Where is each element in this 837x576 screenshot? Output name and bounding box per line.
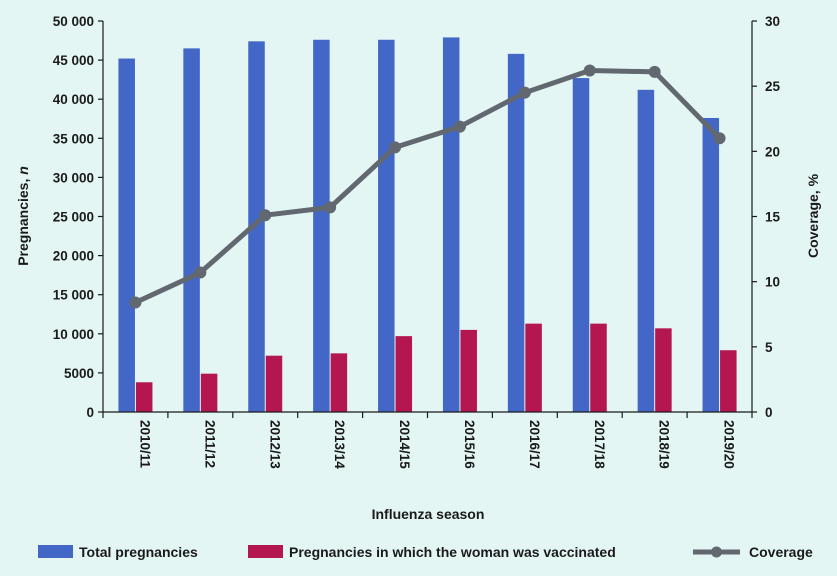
y-left-tick-label-6: 25 000 — [53, 210, 94, 225]
total-pregnancies-bar-2 — [183, 48, 200, 413]
y-right-tick-label-4: 15 — [765, 210, 781, 225]
y-right-tick-label-7: 30 — [765, 14, 780, 29]
vaccinated-pregnancies-bar-7 — [525, 323, 542, 412]
legend-swatch-vaccinated — [248, 545, 283, 558]
total-pregnancies-bar-10 — [702, 117, 720, 412]
y-axis-left-title-italic: n — [15, 166, 31, 175]
vaccinated-pregnancies-bars — [135, 323, 737, 412]
y-right-tick-label-6: 25 — [765, 79, 781, 94]
y-right-tick-label-3: 10 — [765, 275, 780, 290]
vaccinated-pregnancies-bar-4 — [330, 353, 348, 412]
coverage-point-7 — [518, 86, 531, 99]
y-right-tick-label-1: 0 — [765, 405, 773, 420]
coverage-point-4 — [324, 201, 337, 214]
y-left-tick-label-3: 10 000 — [53, 327, 94, 342]
vaccinated-pregnancies-bar-3 — [265, 355, 283, 412]
coverage-line — [132, 68, 723, 306]
total-pregnancies-bar-5 — [378, 39, 395, 412]
vaccinated-pregnancies-bar-6 — [460, 329, 477, 412]
y-axis-right-title: Coverage, % — [805, 173, 821, 258]
y-left-tick-label-7: 30 000 — [53, 170, 94, 185]
x-tick-label-1: 2010/11 — [137, 420, 152, 469]
legend-label-coverage: Coverage — [749, 544, 813, 560]
vaccinated-pregnancies-bar-10 — [720, 350, 737, 412]
coverage-point-5 — [389, 141, 402, 154]
coverage-line-layer — [129, 64, 726, 309]
vaccinated-pregnancies-bar-1 — [135, 382, 153, 412]
coverage-point-9 — [648, 65, 661, 78]
y-left-tick-label-2: 5000 — [64, 366, 94, 381]
y-left-tick-label-1: 0 — [86, 405, 94, 420]
x-tick-label-7: 2016/17 — [527, 420, 542, 469]
y-left-tick-label-10: 45 000 — [53, 53, 94, 68]
total-pregnancies-bars — [118, 37, 720, 413]
y-axis-left-title: Pregnancies, n — [15, 166, 31, 266]
x-tick-label-4: 2013/14 — [332, 420, 347, 469]
coverage-point-10 — [713, 132, 726, 145]
y-left-tick-label-4: 15 000 — [53, 288, 94, 303]
legend: Total pregnancies Pregnancies in which t… — [38, 544, 813, 560]
total-pregnancies-bar-9 — [637, 89, 655, 412]
coverage-point-8 — [583, 64, 596, 77]
vaccinated-pregnancies-bar-2 — [200, 373, 218, 412]
y-left-tick-label-5: 20 000 — [53, 249, 94, 264]
total-pregnancies-bar-3 — [248, 41, 265, 412]
y-right-tick-label-5: 20 — [765, 144, 780, 159]
coverage-point-6 — [453, 120, 466, 133]
legend-label-vaccinated: Pregnancies in which the woman was vacci… — [289, 544, 616, 560]
total-pregnancies-bar-7 — [507, 53, 525, 413]
x-tick-label-6: 2015/16 — [462, 420, 477, 469]
total-pregnancies-bar-6 — [442, 37, 460, 413]
x-axis-title: Influenza season — [372, 506, 485, 522]
axes — [98, 20, 757, 418]
total-pregnancies-bar-4 — [313, 39, 330, 412]
vaccinated-pregnancies-bar-5 — [395, 336, 413, 412]
y-right-tick-label-2: 5 — [765, 340, 773, 355]
tick-labels: 0 5000 10 000 15 000 20 000 25 000 30 000 35 00… — [53, 14, 781, 469]
y-left-tick-label-9: 40 000 — [53, 92, 94, 107]
coverage-point-2 — [194, 266, 207, 279]
y-left-tick-label-8: 35 000 — [53, 131, 94, 146]
legend-label-total: Total pregnancies — [79, 544, 198, 560]
x-tick-label-3: 2012/13 — [267, 420, 282, 469]
total-pregnancies-bar-1 — [118, 58, 135, 412]
coverage-point-3 — [259, 209, 272, 222]
x-tick-label-9: 2018/19 — [657, 420, 672, 469]
total-pregnancies-bar-8 — [572, 78, 590, 412]
x-tick-label-8: 2017/18 — [592, 420, 607, 469]
vaccinated-pregnancies-bar-8 — [590, 323, 607, 412]
y-left-tick-label-11: 50 000 — [53, 14, 94, 29]
x-tick-label-5: 2014/15 — [397, 420, 412, 469]
x-tick-label-2: 2011/12 — [202, 420, 217, 468]
legend-swatch-coverage-marker — [711, 546, 722, 558]
legend-swatch-total — [38, 545, 73, 558]
y-axis-left-title-main: Pregnancies, — [15, 175, 31, 266]
x-tick-label-10: 2019/20 — [722, 420, 737, 469]
vaccinated-pregnancies-bar-9 — [655, 328, 672, 412]
coverage-point-1 — [129, 296, 142, 309]
